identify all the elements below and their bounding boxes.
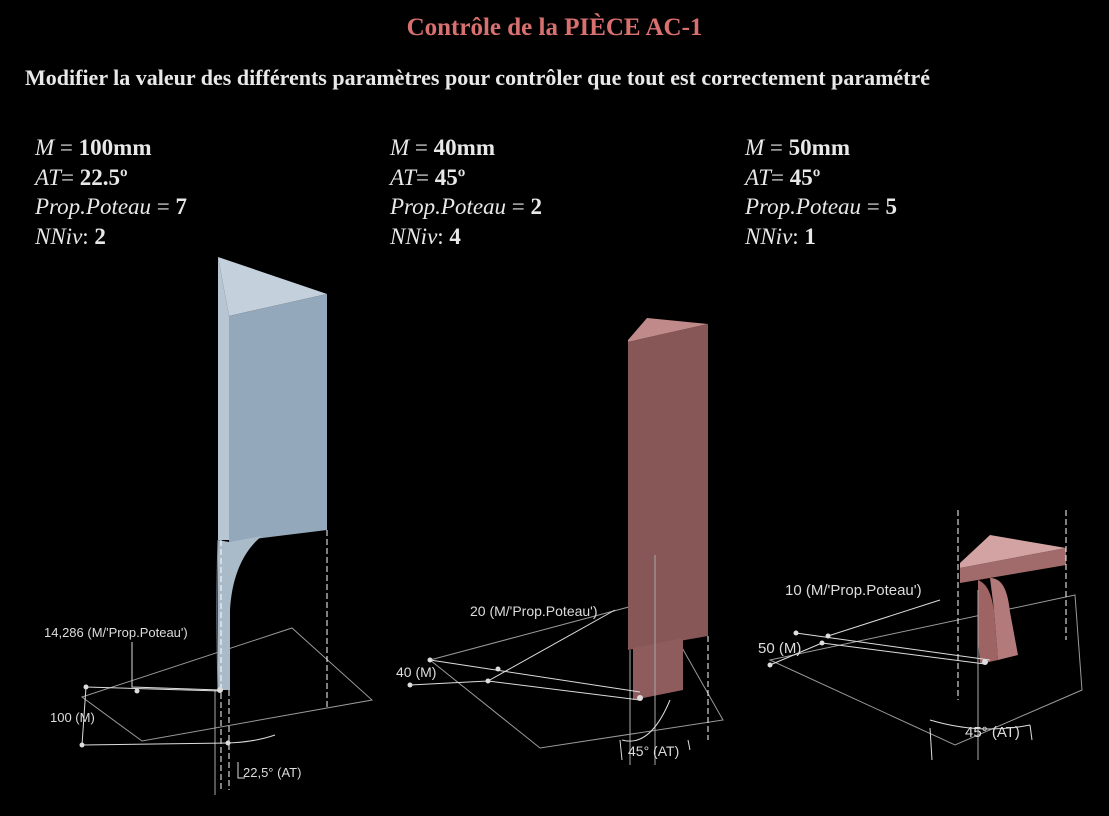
param-prop-label: Prop.Poteau [390,194,507,219]
param-m-label: M [745,135,765,160]
param-m-value: 100mm [78,135,152,160]
param-nniv-label: NNiv [35,223,83,249]
param-m-label: M [35,135,55,160]
dim-m-2: 40 (M) [396,664,436,680]
dim-prop-1: 14,286 (M/'Prop.Poteau') [44,625,188,640]
ground-plane-2 [428,599,724,749]
param-nniv-label: NNiv [745,223,793,249]
dim-prop-3: 10 (M/'Prop.Poteau') [785,582,922,599]
param-nniv-value: 4 [449,223,461,249]
dim-m-1: 100 (M) [50,710,95,725]
param-prop: Prop.Poteau = 2 [390,194,543,219]
param-nniv: NNiv: 4 [390,223,461,249]
page-subtitle: Modifier la valeur des différents paramè… [25,65,931,90]
param-at-label: AT [35,164,61,190]
drawing-case-3: 10 (M/'Prop.Poteau') 50 (M) 45° (AT) [758,510,1083,761]
param-nniv-value: 2 [94,223,106,249]
part-body-2 [628,318,708,700]
param-prop-label: Prop.Poteau [35,194,152,219]
param-at-label: AT [745,164,771,190]
param-m-value: 40mm [433,135,495,160]
param-nniv: NNiv: 2 [35,223,106,249]
drawing-case-2: 20 (M/'Prop.Poteau') 40 (M) 45° (AT) [396,318,724,765]
params-case-2: M = 40mm AT= 45º Prop.Poteau = 2 NNiv: 4 [390,133,542,251]
param-at: AT= 45º [745,164,821,190]
ground-plane-3 [768,594,1083,746]
param-prop-value: 2 [530,194,543,219]
param-nniv: NNiv: 1 [745,223,816,249]
page-title: Contrôle de la PIÈCE AC-1 [406,14,703,41]
param-prop-value: 7 [175,194,188,219]
params-case-3: M = 50mm AT= 45º Prop.Poteau = 5 NNiv: 1 [745,133,897,251]
param-m-value: 50mm [788,135,850,160]
param-m: M = 40mm [390,135,495,160]
dim-at-2: 45° (AT) [628,743,679,759]
param-prop: Prop.Poteau = 7 [35,194,188,219]
param-at-value: 22.5º [79,164,128,190]
part-body-1 [216,257,327,691]
param-at: AT= 45º [390,164,466,190]
param-prop: Prop.Poteau = 5 [745,194,898,219]
dim-at-3: 45° (AT) [965,724,1020,741]
params-case-1: M = 100mm AT= 22.5º Prop.Poteau = 7 NNiv… [35,133,187,251]
param-at-value: 45º [434,164,466,190]
param-at: AT= 22.5º [35,164,128,190]
param-at-label: AT [390,164,416,190]
param-nniv-value: 1 [804,223,816,249]
drawing-case-1: 14,286 (M/'Prop.Poteau') 100 (M) 22,5° (… [44,257,374,795]
param-prop-value: 5 [885,194,898,219]
part-body-3 [960,535,1066,664]
dim-m-3: 50 (M) [758,640,801,657]
param-m: M = 100mm [35,135,152,160]
param-m-label: M [390,135,410,160]
param-prop-label: Prop.Poteau [745,194,862,219]
param-nniv-label: NNiv [390,223,438,249]
dim-at-1: 22,5° (AT) [243,765,301,780]
param-m: M = 50mm [745,135,850,160]
dim-prop-2: 20 (M/'Prop.Poteau') [470,603,598,619]
param-at-value: 45º [789,164,821,190]
